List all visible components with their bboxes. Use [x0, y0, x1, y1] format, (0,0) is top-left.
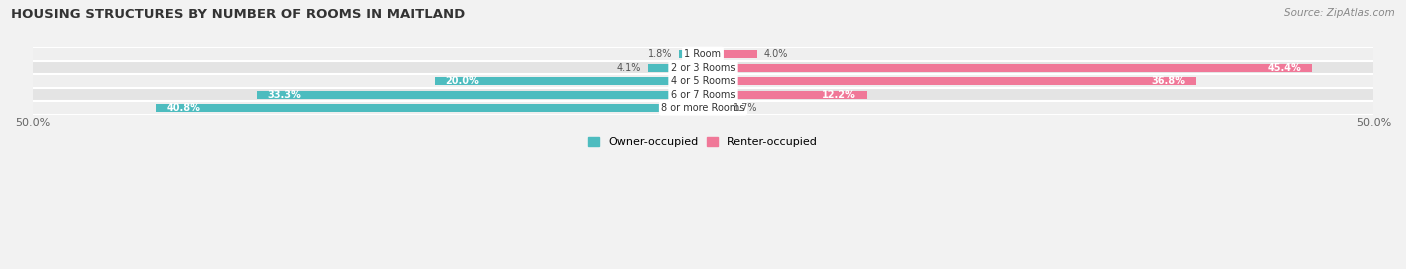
Bar [434, 77, 703, 85]
Bar [703, 91, 866, 99]
Bar [32, 74, 1374, 88]
Text: 45.4%: 45.4% [1267, 63, 1301, 73]
Text: Source: ZipAtlas.com: Source: ZipAtlas.com [1284, 8, 1395, 18]
Text: 8 or more Rooms: 8 or more Rooms [661, 103, 745, 113]
Text: 6 or 7 Rooms: 6 or 7 Rooms [671, 90, 735, 100]
Bar [32, 88, 1374, 101]
Text: HOUSING STRUCTURES BY NUMBER OF ROOMS IN MAITLAND: HOUSING STRUCTURES BY NUMBER OF ROOMS IN… [11, 8, 465, 21]
Bar [32, 47, 1374, 61]
Bar [156, 104, 703, 112]
Text: 36.8%: 36.8% [1152, 76, 1185, 86]
Text: 1.7%: 1.7% [733, 103, 756, 113]
Bar [703, 50, 756, 58]
Bar [648, 64, 703, 72]
Legend: Owner-occupied, Renter-occupied: Owner-occupied, Renter-occupied [583, 132, 823, 151]
Text: 1 Room: 1 Room [685, 49, 721, 59]
Text: 2 or 3 Rooms: 2 or 3 Rooms [671, 63, 735, 73]
Bar [703, 64, 1312, 72]
Text: 12.2%: 12.2% [823, 90, 856, 100]
Bar [703, 104, 725, 112]
Text: 4.0%: 4.0% [763, 49, 787, 59]
Text: 20.0%: 20.0% [446, 76, 479, 86]
Text: 4 or 5 Rooms: 4 or 5 Rooms [671, 76, 735, 86]
Bar [703, 77, 1197, 85]
Bar [32, 101, 1374, 115]
Bar [32, 61, 1374, 74]
Text: 33.3%: 33.3% [267, 90, 301, 100]
Text: 4.1%: 4.1% [617, 63, 641, 73]
Text: 1.8%: 1.8% [648, 49, 672, 59]
Bar [679, 50, 703, 58]
Bar [256, 91, 703, 99]
Text: 40.8%: 40.8% [167, 103, 201, 113]
